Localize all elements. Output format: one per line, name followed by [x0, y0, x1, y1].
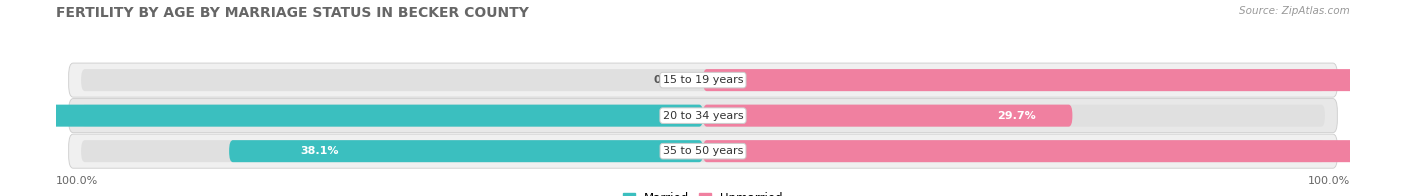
FancyBboxPatch shape: [82, 69, 1324, 91]
Text: 0.0%: 0.0%: [654, 75, 685, 85]
Text: 15 to 19 years: 15 to 19 years: [662, 75, 744, 85]
Text: Source: ZipAtlas.com: Source: ZipAtlas.com: [1239, 6, 1350, 16]
Legend: Married, Unmarried: Married, Unmarried: [619, 187, 787, 196]
FancyBboxPatch shape: [69, 99, 1337, 133]
Text: 29.7%: 29.7%: [997, 111, 1035, 121]
FancyBboxPatch shape: [703, 140, 1406, 162]
Text: 100.0%: 100.0%: [1308, 176, 1350, 186]
Text: FERTILITY BY AGE BY MARRIAGE STATUS IN BECKER COUNTY: FERTILITY BY AGE BY MARRIAGE STATUS IN B…: [56, 6, 529, 20]
FancyBboxPatch shape: [0, 105, 703, 127]
Text: 35 to 50 years: 35 to 50 years: [662, 146, 744, 156]
FancyBboxPatch shape: [69, 63, 1337, 97]
Text: 100.0%: 100.0%: [56, 176, 98, 186]
Text: 38.1%: 38.1%: [301, 146, 339, 156]
FancyBboxPatch shape: [82, 140, 1324, 162]
FancyBboxPatch shape: [229, 140, 703, 162]
FancyBboxPatch shape: [703, 69, 1406, 91]
Text: 61.9%: 61.9%: [1357, 146, 1396, 156]
Text: 20 to 34 years: 20 to 34 years: [662, 111, 744, 121]
FancyBboxPatch shape: [69, 134, 1337, 168]
FancyBboxPatch shape: [82, 105, 1324, 127]
FancyBboxPatch shape: [703, 105, 1073, 127]
